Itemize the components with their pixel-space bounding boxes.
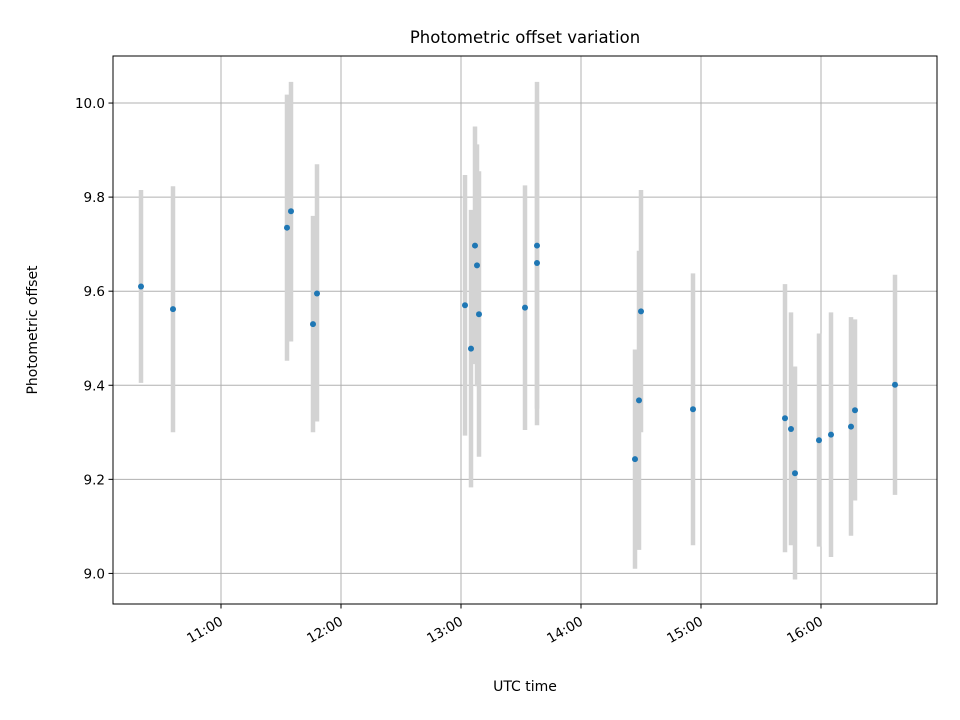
- y-tick-label: 9.4: [84, 378, 105, 394]
- data-points: [138, 208, 898, 477]
- data-point: [636, 397, 642, 404]
- chart-title: Photometric offset variation: [410, 28, 640, 47]
- y-tick-label: 9.8: [84, 190, 105, 206]
- data-point: [476, 311, 482, 318]
- data-point: [828, 431, 834, 438]
- data-point: [474, 262, 480, 269]
- data-point: [852, 407, 858, 414]
- y-axis-label: Photometric offset: [25, 265, 41, 395]
- y-tick-label: 9.0: [84, 566, 105, 582]
- data-point: [170, 306, 176, 313]
- data-point: [848, 423, 854, 430]
- data-point: [892, 381, 898, 388]
- data-point: [468, 345, 474, 352]
- data-point: [632, 456, 638, 463]
- data-point: [816, 437, 822, 444]
- data-point: [310, 321, 316, 328]
- data-point: [534, 259, 540, 266]
- y-tick-label: 9.2: [84, 472, 105, 488]
- data-point: [288, 208, 294, 215]
- data-point: [284, 224, 290, 231]
- data-point: [314, 290, 320, 297]
- data-point: [782, 415, 788, 422]
- data-point: [638, 308, 644, 315]
- data-point: [462, 302, 468, 309]
- x-axis-label: UTC time: [493, 679, 557, 695]
- y-tick-label: 10.0: [75, 96, 105, 112]
- data-point: [138, 283, 144, 290]
- y-tick-label: 9.6: [84, 284, 105, 300]
- plot-frame: [112, 55, 938, 605]
- data-point: [788, 426, 794, 433]
- data-point: [522, 304, 528, 311]
- y-axis-ticks: 9.0 9.2 9.4 9.6 9.8 10.0: [75, 96, 113, 582]
- data-point: [472, 242, 478, 249]
- data-point: [792, 470, 798, 477]
- data-point: [534, 242, 540, 249]
- data-point: [690, 406, 696, 413]
